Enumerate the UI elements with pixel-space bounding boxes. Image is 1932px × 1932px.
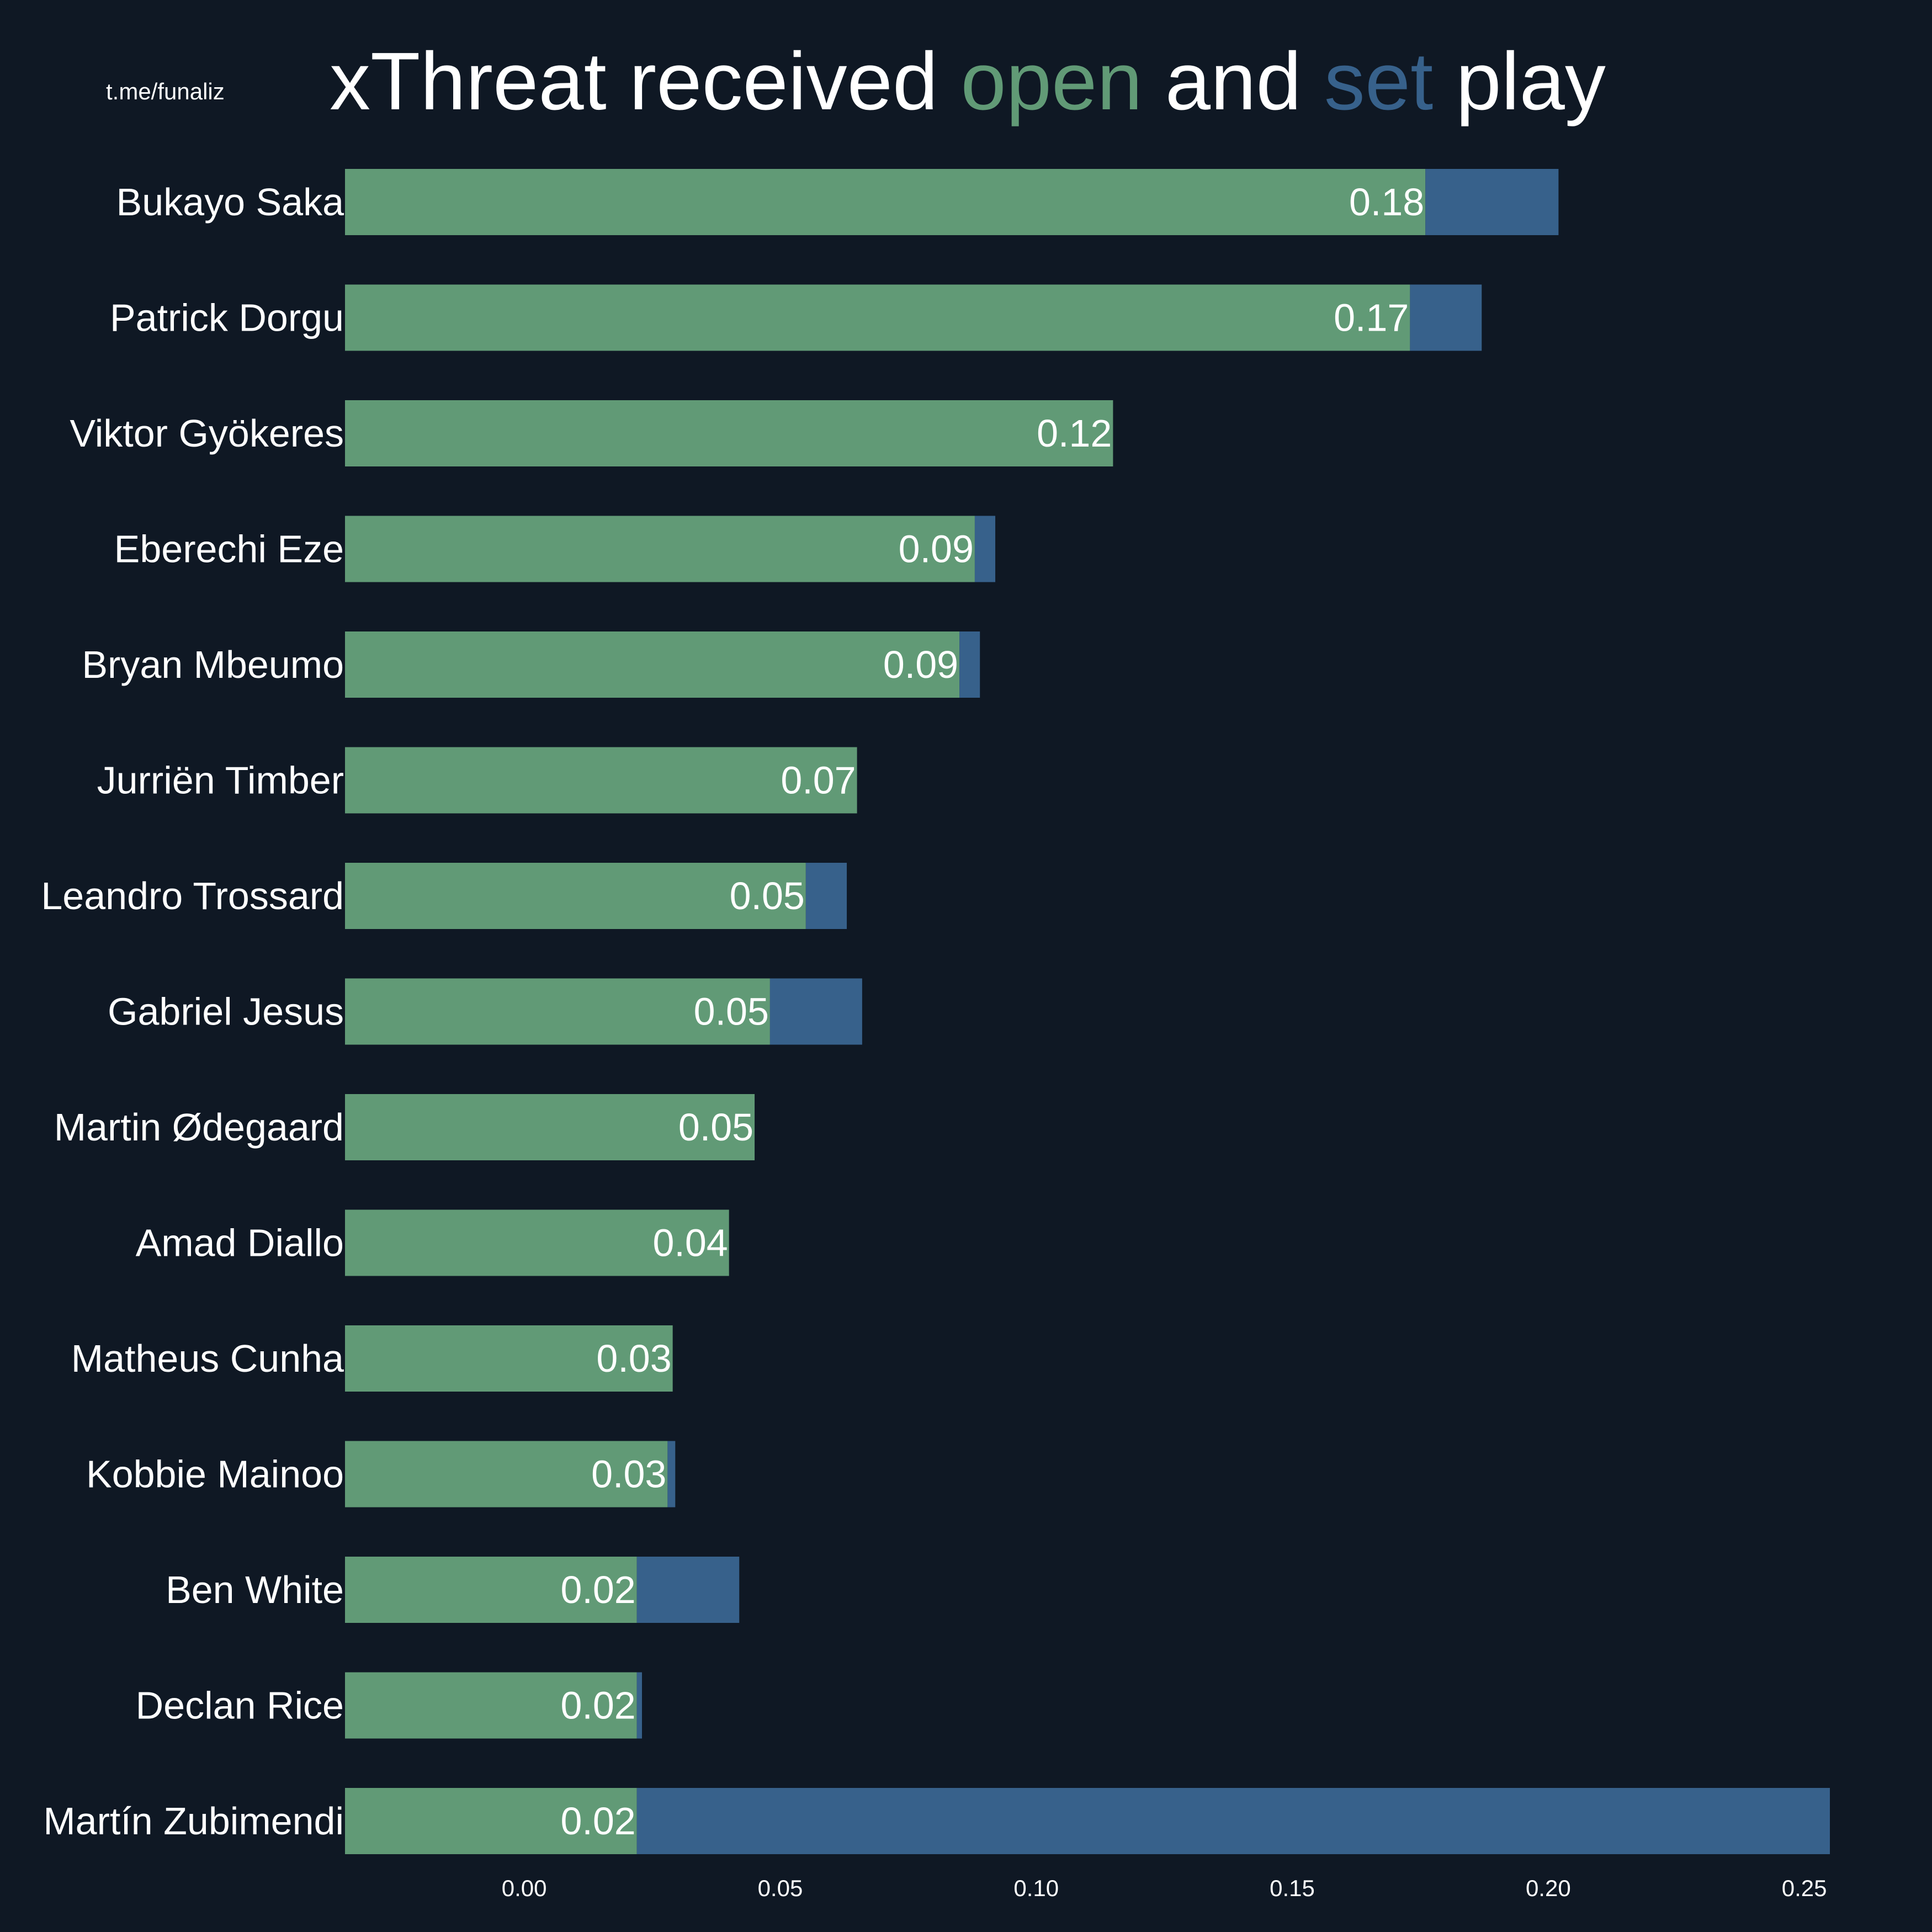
watermark: t.me/funaliz [106, 78, 225, 104]
bar-open-play [345, 516, 975, 582]
x-axis-ticks: 0.00 0.05 0.10 0.15 0.20 0.25 [502, 1875, 1827, 1901]
bar-set-play [1410, 284, 1482, 351]
bar-set-play [1425, 169, 1559, 235]
value-label: 0.05 [730, 874, 805, 917]
x-tick-label: 0.20 [1526, 1875, 1571, 1901]
title-part-3: and [1142, 36, 1324, 127]
category-label: Ben White [166, 1568, 344, 1611]
value-label: 0.02 [560, 1568, 635, 1611]
category-label: Declan Rice [136, 1684, 344, 1727]
bar-set-play [636, 1557, 740, 1623]
category-label: Martin Ødegaard [54, 1106, 344, 1149]
value-labels: 0.18 0.17 0.12 0.09 0.09 0.07 0.05 0.05 0.05 0.04… [560, 181, 1424, 1843]
category-label: Amad Diallo [136, 1222, 344, 1265]
category-label: Bukayo Saka [116, 181, 344, 224]
value-label: 0.07 [781, 759, 856, 802]
x-tick-label: 0.05 [758, 1875, 803, 1901]
bar-set-play [974, 516, 996, 582]
x-tick-label: 0.10 [1013, 1875, 1059, 1901]
chart-title: xThreat received open and set play [330, 32, 1606, 131]
value-label: 0.04 [652, 1222, 728, 1265]
bar-set-play [805, 863, 847, 929]
value-label: 0.12 [1037, 412, 1112, 455]
bar-open-play [345, 631, 960, 698]
bar-open-play [345, 1209, 729, 1276]
x-tick-label: 0.15 [1270, 1875, 1315, 1901]
bar-set-play [959, 631, 980, 698]
bar-set-play [636, 1788, 1830, 1854]
category-label: Patrick Dorgu [110, 296, 344, 339]
category-label: Viktor Gyökeres [70, 412, 344, 455]
value-label: 0.03 [596, 1337, 671, 1380]
value-label: 0.17 [1334, 296, 1409, 339]
category-label: Bryan Mbeumo [82, 643, 344, 686]
category-label: Gabriel Jesus [108, 990, 344, 1033]
bar-open-play [345, 400, 1113, 466]
bar-open-play [345, 284, 1410, 351]
category-labels: Bukayo Saka Patrick Dorgu Viktor Gyökeres E… [41, 181, 344, 1843]
bar-open-play [345, 1325, 673, 1392]
value-label: 0.05 [678, 1106, 753, 1149]
title-part-1: xThreat received [330, 36, 961, 127]
title-set-word: set [1324, 36, 1434, 127]
bars-layer [345, 169, 1830, 1854]
value-label: 0.03 [591, 1453, 666, 1496]
x-tick-label: 0.00 [502, 1875, 547, 1901]
bar-open-play [345, 1788, 637, 1854]
bar-open-play [345, 169, 1426, 235]
value-label: 0.02 [560, 1800, 635, 1843]
value-label: 0.05 [694, 990, 769, 1033]
bar-open-play [345, 1094, 755, 1160]
category-label: Martín Zubimendi [43, 1800, 344, 1843]
bar-open-play [345, 1672, 637, 1739]
bar-set-play [769, 978, 862, 1045]
bar-open-play [345, 1557, 637, 1623]
value-label: 0.02 [560, 1684, 635, 1727]
category-label: Eberechi Eze [114, 528, 344, 571]
category-label: Leandro Trossard [41, 874, 344, 917]
category-label: Kobbie Mainoo [86, 1453, 344, 1496]
value-label: 0.09 [899, 528, 974, 571]
category-label: Matheus Cunha [71, 1337, 344, 1380]
x-tick-label: 0.25 [1782, 1875, 1827, 1901]
bar-set-play [636, 1672, 642, 1739]
value-label: 0.18 [1349, 181, 1424, 224]
bar-open-play [345, 1441, 668, 1508]
bar-set-play [667, 1441, 676, 1508]
bar-open-play [345, 978, 770, 1045]
category-label: Jurriën Timber [97, 759, 344, 802]
bar-open-play [345, 747, 857, 814]
title-part-5: play [1433, 36, 1606, 127]
bar-open-play [345, 863, 806, 929]
title-open-word: open [960, 36, 1143, 127]
value-label: 0.09 [883, 643, 958, 686]
